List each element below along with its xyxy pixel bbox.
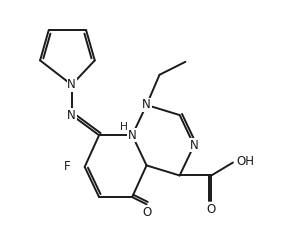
Text: F: F [64, 160, 70, 173]
Text: N: N [67, 109, 76, 122]
Text: O: O [207, 203, 216, 216]
Text: N: N [190, 139, 198, 152]
Text: O: O [142, 206, 151, 219]
Text: N: N [128, 129, 136, 142]
Text: N: N [142, 99, 151, 111]
Text: H: H [120, 122, 128, 132]
Text: OH: OH [237, 155, 255, 168]
Text: N: N [67, 78, 76, 91]
